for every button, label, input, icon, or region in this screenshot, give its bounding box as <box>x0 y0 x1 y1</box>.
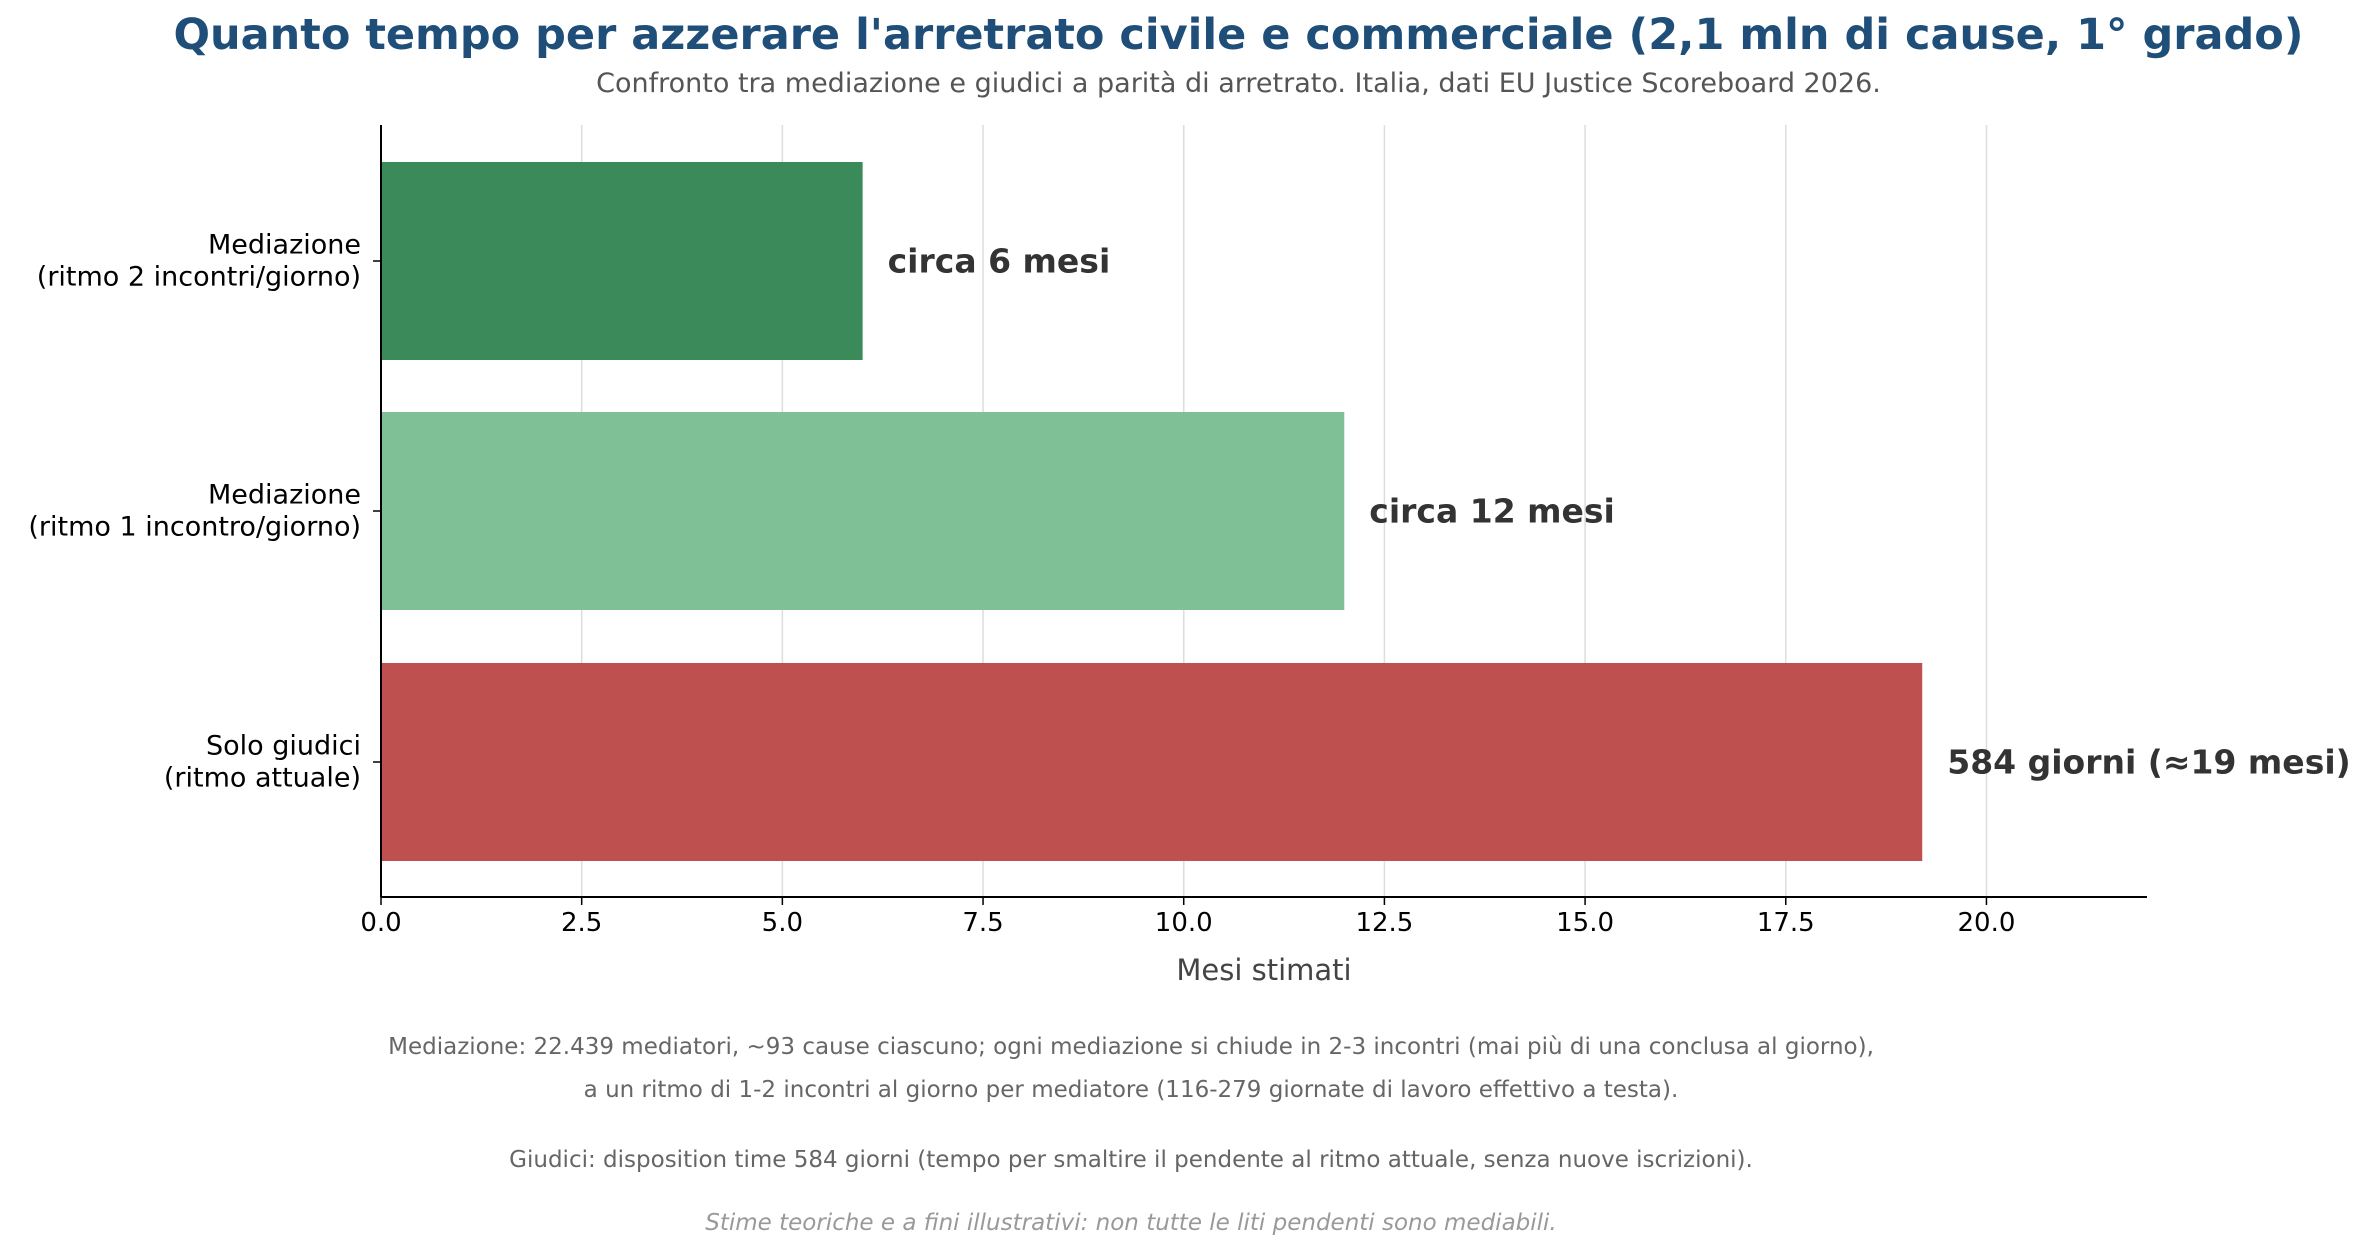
chart-subtitle: Confronto tra mediazione e giudici a par… <box>596 68 1881 99</box>
bar-1 <box>381 412 1345 610</box>
axes <box>373 125 2147 905</box>
data-label-0: circa 6 mesi <box>888 242 1111 281</box>
x-tick-label-0: 0.0 <box>360 908 401 938</box>
x-axis-label: Mesi stimati <box>1176 953 1351 987</box>
methodology-note-mediation-2: a un ritmo di 1-2 incontri al giorno per… <box>583 1077 1679 1103</box>
methodology-note-judges: Giudici: disposition time 584 giorni (te… <box>509 1147 1753 1173</box>
disclaimer-note: Stime teoriche e a fini illustrativi: no… <box>705 1210 1557 1236</box>
bars <box>381 162 1923 861</box>
category-label-1-line-0: Mediazione <box>208 480 361 511</box>
chart-title: Quanto tempo per azzerare l'arretrato ci… <box>173 10 2304 60</box>
bar-0 <box>381 162 863 360</box>
data-label-1: circa 12 mesi <box>1369 492 1615 531</box>
category-label-2-line-1: (ritmo attuale) <box>164 763 361 794</box>
x-tick-label-2: 5.0 <box>762 908 803 938</box>
category-label-2-line-0: Solo giudici <box>206 731 361 762</box>
x-tick-label-5: 12.5 <box>1355 908 1413 938</box>
x-tick-label-4: 10.0 <box>1155 908 1213 938</box>
category-label-0-line-0: Mediazione <box>208 230 361 261</box>
x-tick-label-7: 17.5 <box>1757 908 1815 938</box>
x-tick-label-8: 20.0 <box>1958 908 2016 938</box>
x-tick-label-1: 2.5 <box>561 908 602 938</box>
methodology-note-mediation-1: Mediazione: 22.439 mediatori, ~93 cause … <box>388 1034 1874 1060</box>
data-label-2: 584 giorni (≈19 mesi) <box>1947 743 2351 782</box>
x-tick-label-3: 7.5 <box>962 908 1003 938</box>
x-tick-label-6: 15.0 <box>1556 908 1614 938</box>
category-label-0-line-1: (ritmo 2 incontri/giorno) <box>37 262 361 293</box>
bar-2 <box>381 663 1923 861</box>
category-label-1-line-1: (ritmo 1 incontro/giorno) <box>28 512 361 543</box>
